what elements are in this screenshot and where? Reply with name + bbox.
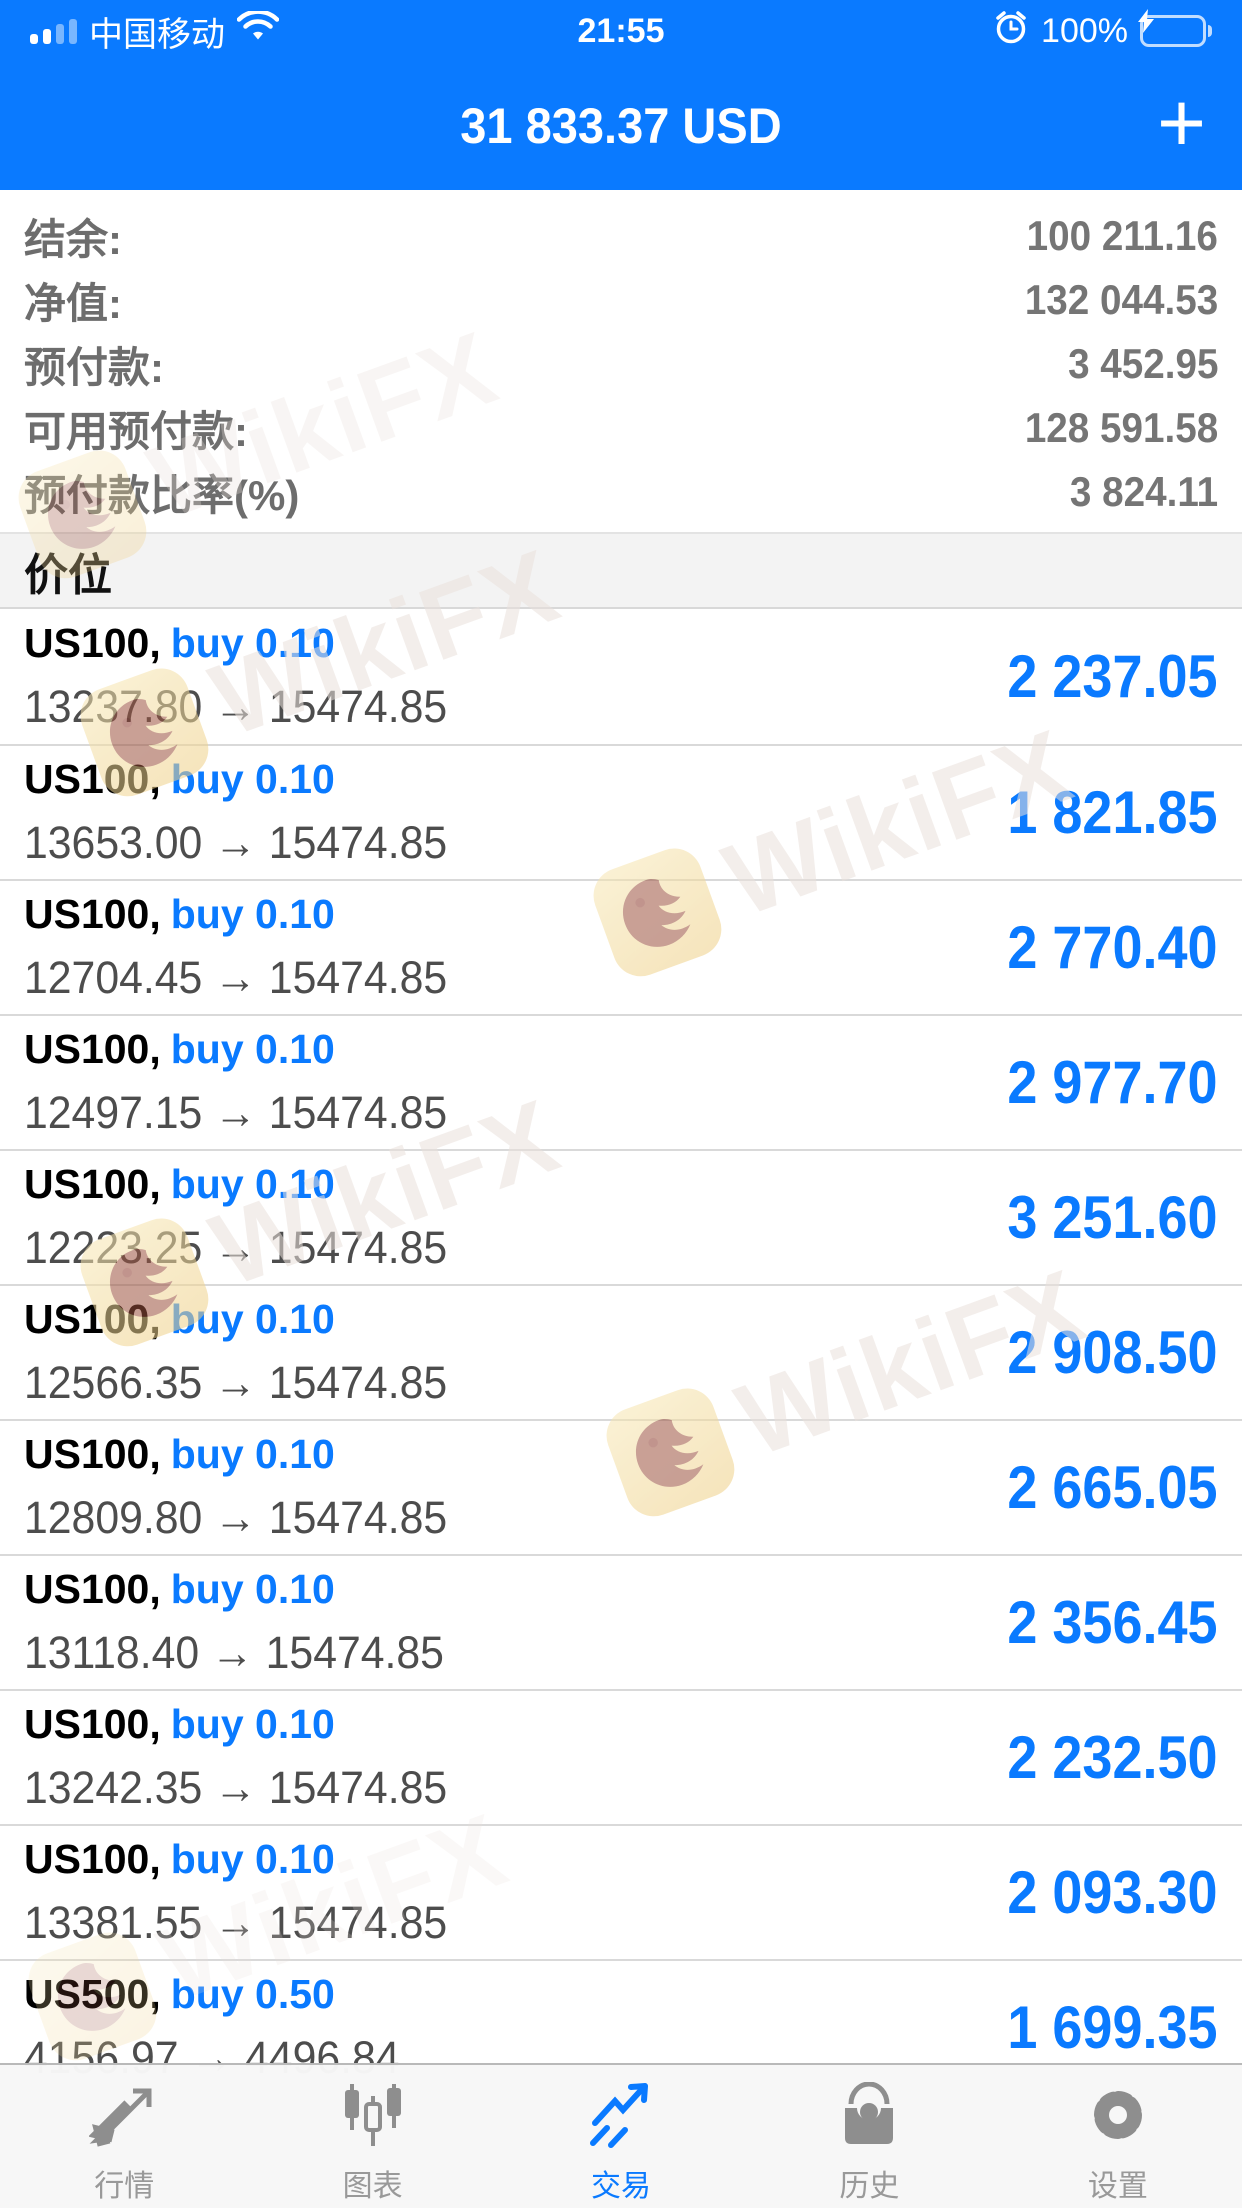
cellular-signal-icon (30, 18, 77, 44)
position-open-current-prices: 12704.45 → 15474.85 (24, 952, 448, 1003)
position-open-current-prices: 13237.80 → 15474.85 (24, 681, 448, 732)
trade-trend-icon (585, 2079, 657, 2151)
balance-label: 结余: (24, 215, 122, 263)
margin-level-value: 3 824.11 (1069, 468, 1218, 515)
balance-value: 100 211.16 (1026, 212, 1218, 259)
carrier-label: 中国移动 (89, 15, 225, 54)
position-symbol: US100, (24, 1566, 161, 1612)
position-side-volume: buy 0.10 (170, 1161, 335, 1207)
tab-settings-label: 设置 (1087, 2170, 1148, 2203)
battery-charging-icon (1138, 9, 1212, 47)
position-symbol: US100, (24, 891, 161, 937)
equity-value: 132 044.53 (1024, 276, 1218, 323)
position-row[interactable]: US100, buy 0.10 13653.00 → 15474.85 1 821… (0, 744, 1242, 879)
nav-bar: 31 833.37 USD + (0, 62, 1242, 190)
position-row[interactable]: US100, buy 0.10 13237.80 → 15474.85 2 237… (0, 609, 1242, 744)
position-profit: 1 699.35 (1007, 1994, 1218, 2061)
battery-percent-label: 100% (1041, 11, 1128, 50)
positions-section-header: 价位 (0, 532, 1242, 609)
wifi-icon (236, 8, 280, 52)
position-open-current-prices: 12809.80 → 15474.85 (24, 1492, 448, 1543)
free-margin-label: 可用预付款: (24, 407, 248, 455)
position-open-current-prices: 13242.35 → 15474.85 (24, 1762, 448, 1813)
position-row[interactable]: US100, buy 0.10 12566.35 → 15474.85 2 908… (0, 1284, 1242, 1419)
position-profit: 2 356.45 (1007, 1589, 1218, 1656)
position-side-volume: buy 0.10 (170, 1431, 335, 1477)
position-open-current-prices: 13118.40 → 15474.85 (24, 1627, 444, 1678)
summary-row-balance: 结余: 100 211.16 (24, 204, 1218, 268)
position-symbol: US100, (24, 1701, 161, 1747)
position-symbol: US100, (24, 1836, 161, 1882)
position-open-current-prices: 12566.35 → 15474.85 (24, 1357, 448, 1408)
tab-quotes[interactable]: 行情 (0, 2065, 248, 2208)
position-side-volume: buy 0.10 (170, 756, 335, 802)
add-button[interactable]: + (1156, 75, 1206, 170)
position-profit: 2 908.50 (1007, 1319, 1218, 1386)
position-side-volume: buy 0.10 (170, 1566, 335, 1612)
summary-row-equity: 净值: 132 044.53 (24, 268, 1218, 332)
position-open-current-prices: 12497.15 → 15474.85 (24, 1087, 448, 1138)
position-open-current-prices: 13381.55 → 15474.85 (24, 1897, 448, 1948)
tab-history[interactable]: 历史 (745, 2065, 993, 2208)
position-row[interactable]: US100, buy 0.10 12809.80 → 15474.85 2 665… (0, 1419, 1242, 1554)
equity-label: 净值: (24, 279, 122, 327)
position-profit: 2 237.05 (1007, 643, 1218, 710)
tab-charts-label: 图表 (342, 2170, 403, 2203)
position-row[interactable]: US100, buy 0.10 12223.25 → 15474.85 3 251… (0, 1149, 1242, 1284)
position-profit: 2 665.05 (1007, 1454, 1218, 1521)
alarm-icon (993, 9, 1029, 54)
position-side-volume: buy 0.10 (170, 1836, 335, 1882)
position-row[interactable]: US100, buy 0.10 13118.40 → 15474.85 2 356… (0, 1554, 1242, 1689)
position-profit: 2 977.70 (1007, 1049, 1218, 1116)
summary-row-margin-level: 预付款比率(%) 3 824.11 (24, 460, 1218, 524)
tab-bar: 行情 图表 (0, 2063, 1242, 2208)
tab-trade-label: 交易 (591, 2170, 652, 2203)
tab-settings[interactable]: 设置 (994, 2065, 1242, 2208)
account-summary: 结余: 100 211.16 净值: 132 044.53 预付款: 3 452… (0, 190, 1242, 532)
margin-level-label: 预付款比率(%) (24, 471, 300, 519)
position-row[interactable]: US100, buy 0.10 12704.45 → 15474.85 2 770… (0, 879, 1242, 1014)
summary-row-margin: 预付款: 3 452.95 (24, 332, 1218, 396)
tab-charts[interactable]: 图表 (248, 2065, 496, 2208)
position-row[interactable]: US100, buy 0.10 12497.15 → 15474.85 2 977… (0, 1014, 1242, 1149)
quotes-arrows-icon (89, 2079, 159, 2151)
summary-row-free-margin: 可用预付款: 128 591.58 (24, 396, 1218, 460)
charts-candlestick-icon (341, 2079, 405, 2151)
position-side-volume: buy 0.50 (170, 1971, 335, 2017)
positions-section-title: 价位 (24, 550, 112, 600)
position-open-current-prices: 13653.00 → 15474.85 (24, 817, 448, 868)
tab-trade[interactable]: 交易 (497, 2065, 745, 2208)
tab-quotes-label: 行情 (94, 2170, 155, 2203)
position-side-volume: buy 0.10 (170, 1026, 335, 1072)
position-profit: 2 232.50 (1007, 1724, 1218, 1791)
free-margin-value: 128 591.58 (1024, 404, 1218, 451)
position-symbol: US100, (24, 756, 161, 802)
status-bar: 21:55 中国移动 100% (0, 0, 1242, 62)
positions-list: US100, buy 0.10 13237.80 → 15474.85 2 237… (0, 609, 1242, 2094)
position-side-volume: buy 0.10 (170, 1701, 335, 1747)
account-total-title: 31 833.37 USD (460, 98, 782, 154)
settings-gear-icon (1085, 2079, 1151, 2151)
position-side-volume: buy 0.10 (170, 891, 335, 937)
margin-label: 预付款: (24, 343, 164, 391)
position-row[interactable]: US100, buy 0.10 13381.55 → 15474.85 2 093… (0, 1824, 1242, 1959)
history-tray-icon (837, 2079, 901, 2151)
position-profit: 2 770.40 (1007, 914, 1218, 981)
position-symbol: US100, (24, 1161, 161, 1207)
position-symbol: US100, (24, 1296, 161, 1342)
position-profit: 1 821.85 (1007, 779, 1218, 846)
margin-value: 3 452.95 (1067, 340, 1218, 387)
position-symbol: US100, (24, 1431, 161, 1477)
position-row[interactable]: US100, buy 0.10 13242.35 → 15474.85 2 232… (0, 1689, 1242, 1824)
position-symbol: US100, (24, 620, 161, 666)
position-side-volume: buy 0.10 (170, 1296, 335, 1342)
position-symbol: US500, (24, 1971, 161, 2017)
tab-history-label: 历史 (839, 2170, 900, 2203)
position-profit: 2 093.30 (1007, 1859, 1218, 1926)
position-symbol: US100, (24, 1026, 161, 1072)
position-open-current-prices: 12223.25 → 15474.85 (24, 1222, 448, 1273)
position-side-volume: buy 0.10 (170, 620, 335, 666)
top-blue-area: 21:55 中国移动 100% (0, 0, 1242, 190)
position-profit: 3 251.60 (1007, 1184, 1218, 1251)
